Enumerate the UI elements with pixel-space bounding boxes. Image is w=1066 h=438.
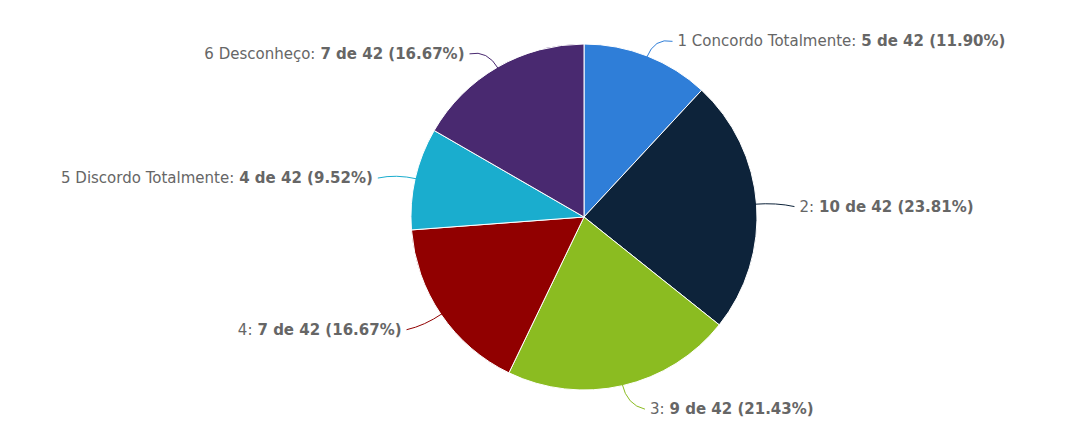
category-label: 3: [650, 400, 665, 418]
data-label: 6 Desconheço: 7 de 42 (16.67%) [204, 45, 464, 63]
category-label: 6 Desconheço: [204, 45, 315, 63]
value-label: 5 de 42 (11.90%) [861, 32, 1005, 50]
value-label: 7 de 42 (16.67%) [320, 45, 464, 63]
category-label: 2: [799, 198, 814, 216]
category-label: 4: [238, 321, 253, 339]
connector [755, 204, 795, 207]
value-label: 4 de 42 (9.52%) [239, 169, 373, 187]
data-label: 4:7 de 42 (16.67%) [238, 321, 402, 339]
pie [411, 44, 757, 390]
data-label: 2: 10 de 42 (23.81%) [799, 198, 973, 216]
data-label: 1 Concordo Totalmente:5 de 42 (11.90%) [678, 32, 1006, 50]
slice [434, 44, 584, 217]
value-label: 7 de 42 (16.67%) [257, 321, 401, 339]
data-label: 5 Discordo Totalmente: 4 de 42 (9.52%) [61, 169, 373, 187]
data-labels: 1 Concordo Totalmente:5 de 42 (11.90%) 2:… [61, 32, 1005, 418]
connector [622, 384, 645, 409]
connector [378, 176, 417, 179]
data-label: 3: 9 de 42 (21.43%) [650, 400, 814, 418]
value-label: 10 de 42 (23.81%) [819, 198, 974, 216]
connector [646, 41, 672, 58]
category-label: 5 Discordo Totalmente: [61, 169, 234, 187]
value-label: 9 de 42 (21.43%) [670, 400, 814, 418]
category-label: 1 Concordo Totalmente: [678, 32, 857, 50]
slice [411, 217, 584, 373]
chart: 1 Concordo Totalmente:5 de 42 (11.90%) 2:… [0, 0, 1066, 438]
connector [407, 313, 443, 329]
connector [470, 53, 499, 69]
